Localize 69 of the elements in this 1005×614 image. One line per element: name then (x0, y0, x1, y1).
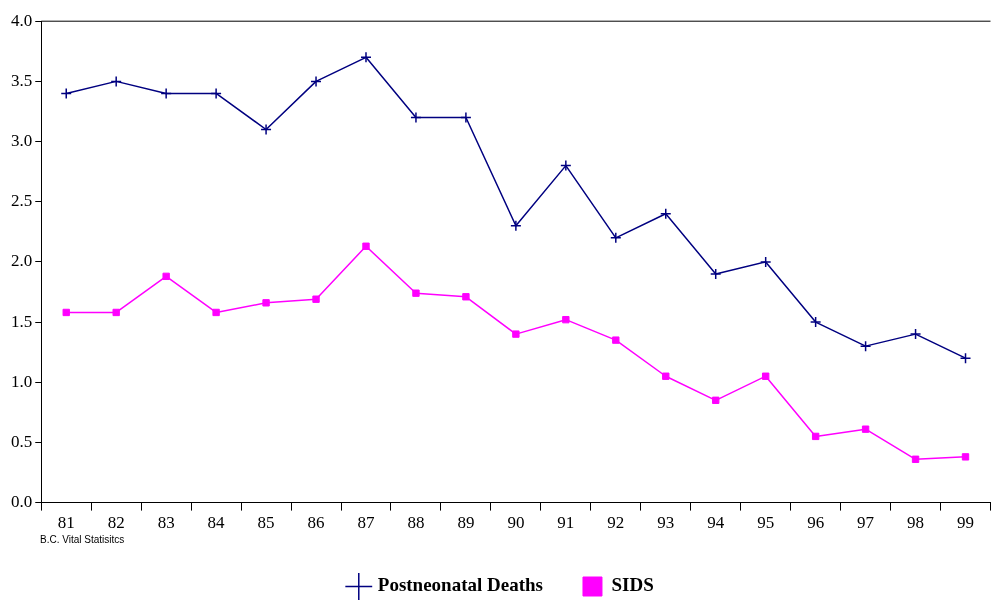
point (310, 75, 322, 88)
legend-label: SIDS (611, 574, 654, 596)
point (961, 453, 970, 461)
point (610, 232, 622, 244)
x-tick-label: 98 (907, 513, 925, 533)
x-tick-label: 85 (257, 513, 275, 533)
point (809, 316, 822, 328)
point (859, 340, 872, 352)
y-tick-label: 2.0 (11, 251, 33, 271)
y-tick-label: 3.5 (11, 70, 33, 90)
point (112, 308, 120, 317)
point (62, 308, 70, 317)
y-tick-label: 1.0 (11, 371, 33, 391)
x-tick-label: 99 (957, 513, 975, 533)
x-tick-label: 88 (407, 513, 425, 533)
point (712, 396, 720, 404)
point (362, 242, 370, 250)
x-tick-label: 87 (357, 513, 375, 533)
point (210, 87, 222, 100)
point (861, 425, 870, 433)
point (911, 455, 920, 463)
x-tick-label: 90 (507, 513, 525, 533)
legend-label: Postneonatal Deaths (377, 574, 543, 596)
y-tick-label: 0.0 (11, 492, 33, 512)
point (160, 87, 172, 100)
point (162, 272, 170, 281)
x-tick-label: 97 (857, 513, 875, 533)
point (562, 315, 570, 324)
point (512, 330, 520, 338)
point (360, 51, 372, 64)
point (260, 123, 272, 136)
point (212, 308, 220, 317)
point (262, 299, 270, 307)
point (612, 336, 620, 344)
point (460, 111, 472, 124)
x-tick-label: 81 (57, 513, 75, 533)
point (909, 328, 922, 340)
point (560, 159, 572, 172)
point (662, 372, 670, 380)
y-tick-label: 2.5 (11, 191, 33, 211)
point (462, 293, 470, 301)
point (312, 295, 320, 303)
x-tick-label: 93 (657, 513, 675, 533)
y-tick-label: 4.0 (11, 10, 33, 30)
x-tick-label: 86 (307, 513, 325, 533)
x-tick-label: 95 (757, 513, 775, 533)
point (762, 372, 770, 380)
x-tick-label: 83 (157, 513, 175, 533)
point (412, 289, 420, 297)
point (709, 268, 722, 280)
x-tick-label: 92 (607, 513, 625, 533)
point (410, 111, 422, 124)
x-tick-label: 84 (207, 513, 226, 533)
x-tick-label: 82 (107, 513, 125, 533)
y-tick-label: 3.0 (11, 131, 33, 151)
point (60, 87, 72, 100)
y-tick-label: 0.5 (11, 431, 33, 451)
point (959, 352, 972, 364)
x-tick-label: 96 (807, 513, 825, 533)
point (811, 432, 820, 441)
point (759, 256, 772, 268)
x-tick-label: 94 (707, 513, 725, 533)
x-tick-label: 89 (457, 513, 475, 533)
point (110, 75, 122, 88)
y-tick-label: 1.5 (11, 311, 33, 331)
text: B.C. Vital Statisitcs (40, 534, 125, 546)
x-tick-label: 91 (557, 513, 575, 533)
point (510, 220, 522, 232)
point (660, 208, 672, 220)
